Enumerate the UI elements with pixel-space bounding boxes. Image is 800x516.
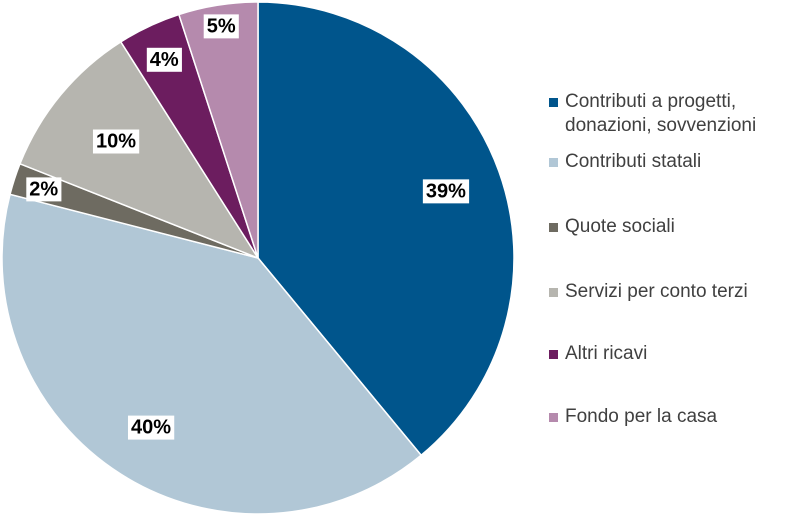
- legend-item: Contributi a progetti, donazioni, sovven…: [549, 90, 795, 138]
- data-label-background: [203, 14, 239, 39]
- data-label-background: [146, 47, 182, 72]
- legend-swatch: [549, 350, 558, 359]
- legend-swatch: [549, 158, 558, 167]
- data-label-background: [26, 177, 62, 202]
- legend: Contributi a progetti, donazioni, sovven…: [549, 0, 800, 516]
- legend-item: Quote sociali: [549, 215, 795, 239]
- pie-slice: [1, 193, 423, 515]
- data-label: 5%: [207, 15, 236, 37]
- legend-item: Altri ricavi: [549, 342, 795, 366]
- legend-swatch: [549, 223, 558, 232]
- data-label: 39%: [426, 180, 466, 202]
- data-label: 4%: [150, 49, 179, 71]
- legend-item: Servizi per conto terzi: [549, 280, 795, 304]
- legend-label: Fondo per la casa: [565, 406, 718, 427]
- data-label-background: [92, 129, 140, 154]
- legend-swatch: [549, 288, 558, 297]
- data-label-background: [422, 179, 470, 204]
- legend-label: Servizi per conto terzi: [565, 281, 748, 302]
- data-label: 40%: [131, 417, 171, 439]
- legend-item: Contributi statali: [549, 150, 795, 174]
- data-label-background: [127, 415, 175, 440]
- legend-item: Fondo per la casa: [549, 405, 795, 429]
- pie-slice: [257, 1, 515, 457]
- data-label: 10%: [96, 131, 136, 153]
- legend-label: Contributi a progetti, donazioni, sovven…: [565, 91, 757, 136]
- legend-label: Altri ricavi: [565, 343, 648, 364]
- legend-label: Contributi statali: [565, 151, 702, 172]
- data-label: 2%: [29, 178, 58, 200]
- legend-swatch: [549, 413, 558, 422]
- legend-swatch: [549, 98, 558, 107]
- legend-label: Quote sociali: [565, 216, 675, 237]
- pie-slice: [177, 1, 259, 259]
